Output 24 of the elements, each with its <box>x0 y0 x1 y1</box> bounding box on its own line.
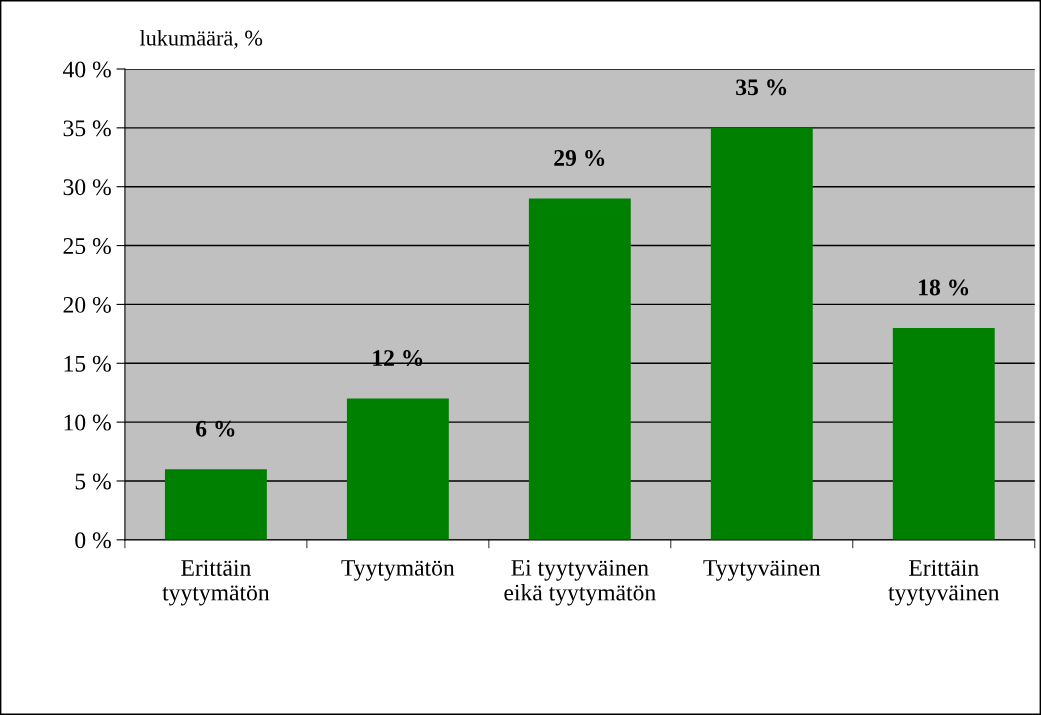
y-tick-label: 35 % <box>63 120 111 137</box>
y-tick-label: 25 % <box>63 238 111 255</box>
data-label: 18 % <box>919 279 969 296</box>
bar <box>710 127 813 540</box>
y-tick-label: 40 % <box>63 61 111 78</box>
bar <box>164 469 267 540</box>
bar <box>346 398 449 540</box>
y-tick-label: 5 % <box>75 473 111 490</box>
x-tick-label: Erittäin tyytymätön <box>162 560 270 606</box>
bar <box>892 327 995 540</box>
x-tick-label: Tyytyväinen <box>703 559 821 581</box>
y-tick-label: 30 % <box>63 179 111 196</box>
y-tick-label: 20 % <box>63 296 111 313</box>
x-tick-label: Tyytymätön <box>341 560 455 581</box>
y-axis-title: lukumäärä, % <box>139 29 263 49</box>
y-tick-label: 0 % <box>75 532 111 549</box>
data-label: 6 % <box>196 420 235 437</box>
x-tick-label: Ei tyytyväinen eikä tyytymätön <box>504 559 656 606</box>
data-label: 29 % <box>554 149 605 166</box>
y-tick-label: 15 % <box>64 355 111 372</box>
x-tick-label: Erittäin tyytyväinen <box>888 560 1000 606</box>
data-label: 35 % <box>736 79 787 96</box>
y-tick-label: 10 % <box>64 414 111 431</box>
bar <box>528 198 631 540</box>
